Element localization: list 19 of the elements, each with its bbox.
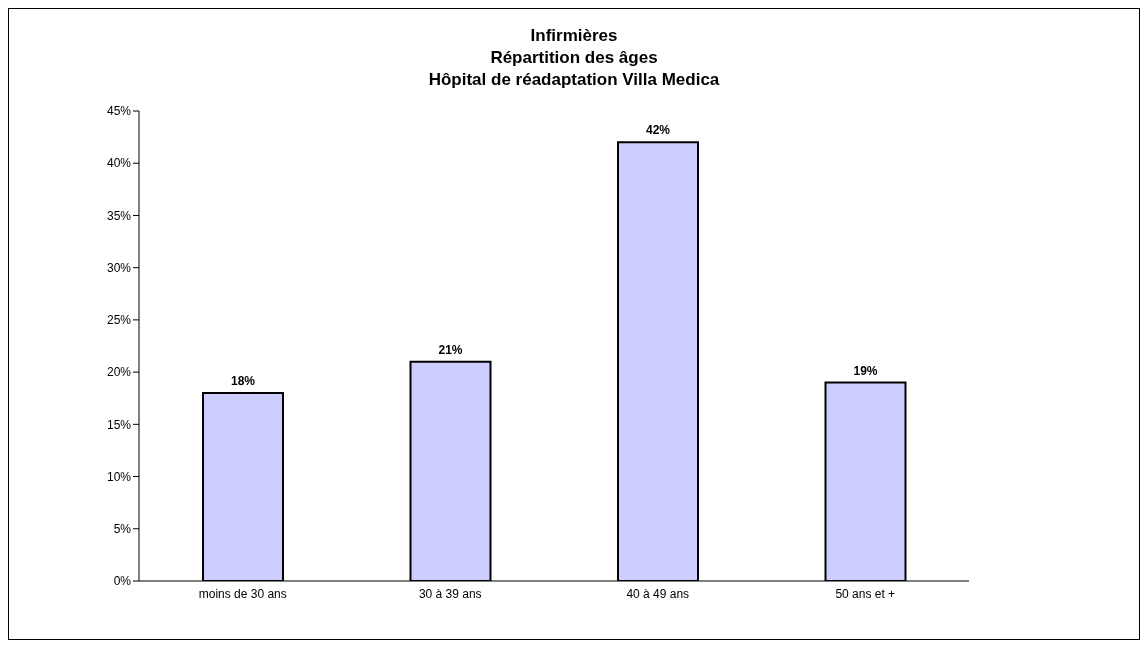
x-tick-label: moins de 30 ans [198, 586, 287, 601]
y-tick-label: 25% [106, 313, 132, 328]
y-tick-label: 0% [113, 574, 132, 589]
y-tick-label: 15% [106, 417, 132, 432]
chart-title: Infirmières Répartition des âges Hôpital de réadaptation Villa Medica [427, 25, 721, 91]
y-tick-label: 35% [106, 208, 132, 223]
y-tick-label: 5% [113, 522, 132, 537]
x-tick-label: 30 à 39 ans [418, 586, 482, 601]
x-tick-label: 50 ans et + [835, 586, 896, 601]
data-label: 21% [438, 342, 463, 357]
y-tick-label: 30% [106, 260, 132, 275]
x-tick-label: 40 à 49 ans [626, 586, 690, 601]
y-tick-label: 45% [106, 104, 132, 119]
data-label: 42% [645, 123, 671, 138]
y-tick-label: 40% [106, 156, 132, 171]
y-tick-label: 10% [106, 469, 132, 484]
data-label: 19% [853, 363, 878, 378]
data-label: 18% [230, 374, 256, 388]
y-tick-label: 20% [106, 365, 132, 380]
